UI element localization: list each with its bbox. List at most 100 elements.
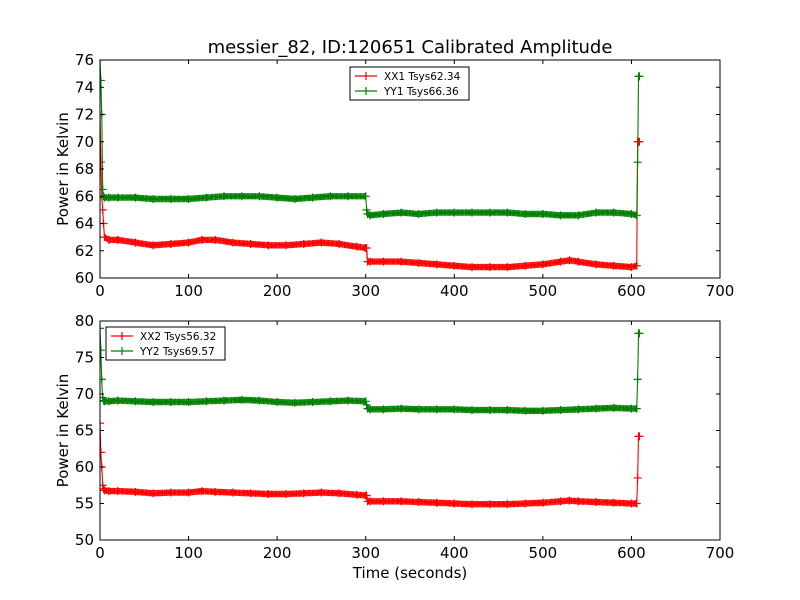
data-point [574, 257, 583, 266]
data-point [100, 396, 108, 405]
x-tick-label: 400 [440, 282, 469, 300]
data-point [635, 72, 644, 81]
data-point [335, 239, 344, 248]
data-point [149, 194, 158, 203]
data-point [326, 192, 335, 201]
plot-area [100, 324, 644, 509]
data-point [308, 193, 317, 202]
data-point [100, 419, 104, 428]
data-point [503, 263, 512, 272]
data-point [273, 398, 282, 407]
data-point [282, 241, 290, 250]
data-point [264, 241, 273, 250]
x-tick-label: 0 [95, 544, 105, 562]
data-point [113, 193, 122, 202]
data-point [632, 211, 641, 220]
data-point [362, 244, 371, 253]
data-point [166, 398, 175, 407]
data-point [104, 193, 113, 202]
data-point [104, 235, 113, 244]
data-point [352, 242, 361, 251]
y-tick-label: 64 [75, 215, 94, 233]
legend-label: XX1 Tsys62.34 [384, 71, 461, 83]
panel-2: 0 100 200 300 400 500 600 700 50 55 60 65 70 75 80 Powe… [54, 312, 734, 582]
data-point [352, 490, 361, 499]
data-point [468, 263, 476, 272]
data-point [538, 498, 547, 507]
data-point [100, 185, 107, 194]
data-point [397, 497, 406, 506]
y-tick-label: 80 [75, 312, 94, 330]
data-point [379, 257, 388, 266]
legend-label: YY1 Tsys66.36 [383, 86, 459, 98]
data-point [299, 239, 308, 248]
data-point [282, 490, 290, 499]
data-point [432, 498, 441, 507]
data-point [290, 194, 299, 203]
data-point [335, 489, 344, 498]
y-tick-label: 65 [75, 422, 94, 440]
data-point [211, 235, 220, 244]
data-point [149, 241, 158, 250]
data-point [308, 398, 317, 407]
data-point [565, 496, 574, 505]
data-point [397, 404, 406, 413]
x-tick-label: 200 [263, 544, 292, 562]
data-point [538, 260, 547, 269]
data-point [104, 487, 113, 496]
data-point [538, 406, 547, 415]
data-point [450, 499, 459, 508]
data-point [100, 486, 109, 495]
data-point [414, 209, 423, 218]
data-point [362, 205, 371, 214]
y-tick-label: 62 [75, 242, 94, 260]
data-point [632, 261, 641, 270]
data-point [246, 239, 255, 248]
data-point [503, 208, 512, 217]
data-point [362, 400, 371, 409]
data-point [197, 487, 206, 496]
data-point [633, 473, 642, 482]
data-point [361, 192, 370, 201]
data-point [361, 397, 370, 406]
data-point [521, 261, 530, 270]
data-point [574, 211, 583, 220]
data-point [468, 208, 476, 217]
x-tick-label: 300 [351, 282, 380, 300]
legend: XX1 Tsys62.34 YY1 Tsys66.36 [349, 66, 470, 101]
x-tick-label: 600 [617, 282, 646, 300]
x-tick-label: 500 [529, 544, 558, 562]
data-point [485, 500, 494, 509]
data-point [485, 263, 494, 272]
x-tick-label: 600 [617, 544, 646, 562]
data-point [366, 257, 375, 266]
data-point [197, 235, 206, 244]
data-point [344, 396, 352, 405]
data-point [131, 193, 140, 202]
legend: XX2 Tsys56.32 YY2 Tsys69.57 [105, 326, 226, 361]
x-tick-label: 700 [706, 282, 735, 300]
data-point [556, 211, 565, 220]
data-point [485, 208, 494, 217]
data-point [609, 208, 618, 217]
data-point [627, 209, 636, 218]
data-point [632, 499, 641, 508]
data-point [538, 209, 547, 218]
y-tick-label: 55 [75, 495, 94, 513]
data-point [635, 137, 644, 146]
data-point [379, 497, 388, 506]
data-point [592, 404, 600, 413]
data-point [317, 238, 326, 247]
data-point [556, 406, 565, 415]
data-point [149, 398, 158, 407]
x-tick-label: 100 [174, 544, 203, 562]
data-point [574, 405, 583, 414]
legend-label: XX2 Tsys56.32 [140, 331, 216, 343]
x-tick-label: 0 [95, 282, 105, 300]
data-point [366, 211, 375, 220]
data-point [264, 490, 273, 499]
data-point [366, 497, 375, 506]
y-tick-label: 50 [75, 531, 94, 549]
data-point [485, 406, 494, 415]
data-point [521, 209, 530, 218]
